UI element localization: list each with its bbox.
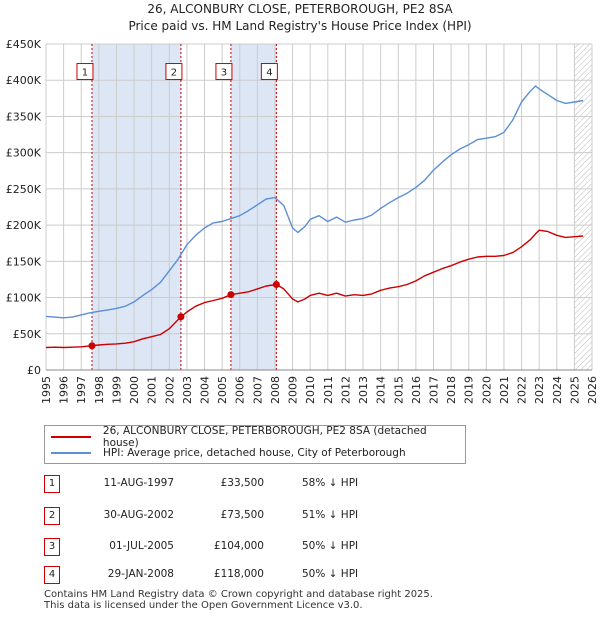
transaction-row: 4 29-JAN-2008 £118,000 50% ↓ HPI: [44, 565, 474, 585]
x-tick-label: 2024: [551, 376, 564, 404]
x-tick-label: 1997: [75, 376, 88, 404]
sale-number-label: 1: [82, 68, 88, 79]
legend-swatch-hpi: [51, 452, 91, 454]
series-line-property: [45, 229, 584, 349]
legend-item-property: 26, ALCONBURY CLOSE, PETERBOROUGH, PE2 8…: [51, 425, 465, 449]
x-tick-label: 2019: [463, 376, 476, 404]
legend-item-hpi: HPI: Average price, detached house, City…: [51, 445, 406, 461]
x-tick-label: 2023: [533, 376, 546, 404]
x-tick-label: 2004: [199, 376, 212, 404]
sale-number-box: [260, 63, 278, 81]
x-tick-label: 2002: [163, 376, 176, 404]
x-tick-label: 2011: [322, 376, 335, 404]
x-tick-label: 2000: [128, 376, 141, 404]
x-tick-label: 2006: [234, 376, 247, 404]
legend-swatch-property: [51, 436, 91, 438]
x-tick-label: 2012: [339, 376, 352, 404]
sale-number-label: 4: [266, 68, 272, 79]
sale-number-box: [215, 63, 233, 81]
transaction-row: 2 30-AUG-2002 £73,500 51% ↓ HPI: [44, 506, 474, 526]
sale-number-box: [165, 63, 183, 81]
price-chart: 1 2 3 4 £0 £50K £100K £150K £200K £250K £300K £350K…: [6, 38, 599, 404]
transaction-date: 29-JAN-2008: [107, 568, 174, 580]
transaction-row: 1 11-AUG-1997 £33,500 58% ↓ HPI: [44, 474, 474, 494]
y-tick-label: £0: [27, 364, 41, 377]
x-tick-label: 2001: [146, 376, 159, 404]
sale-number-box: [76, 63, 94, 81]
chart-legend: 26, ALCONBURY CLOSE, PETERBOROUGH, PE2 8…: [44, 425, 466, 464]
y-tick-label: £200K: [6, 219, 42, 232]
y-tick-label: £350K: [6, 110, 42, 123]
ownership-shade: [91, 44, 181, 370]
y-tick-label: £400K: [6, 74, 42, 87]
x-tick-label: 2005: [216, 376, 229, 404]
x-tick-label: 1996: [58, 376, 71, 404]
y-tick-label: £150K: [6, 255, 42, 268]
transaction-number-badge: 3: [44, 538, 60, 556]
x-tick-label: 2020: [480, 376, 493, 404]
x-tick-label: 2010: [304, 376, 317, 404]
transaction-hpi-diff: 50% ↓ HPI: [302, 568, 359, 580]
y-tick-label: £100K: [6, 292, 42, 305]
transaction-hpi-diff: 50% ↓ HPI: [302, 540, 359, 552]
y-tick-label: £450K: [6, 38, 42, 51]
sale-number-label: 3: [221, 68, 227, 79]
x-tick-label: 2009: [287, 376, 300, 404]
x-tick-label: 2008: [269, 376, 282, 404]
x-tick-label: 2013: [357, 376, 370, 404]
transaction-number-badge: 1: [44, 475, 60, 493]
transaction-date: 11-AUG-1997: [103, 477, 174, 489]
x-tick-label: 1998: [93, 376, 106, 404]
sale-point: [88, 342, 96, 350]
x-tick-label: 2022: [516, 376, 529, 404]
x-tick-label: 2016: [410, 376, 423, 404]
x-tick-label: 2015: [392, 376, 405, 404]
legend-label-hpi: HPI: Average price, detached house, City…: [103, 447, 406, 459]
x-tick-label: 2021: [498, 376, 511, 404]
x-tick-label: 2025: [568, 376, 581, 404]
footer-licence: This data is licensed under the Open Gov…: [44, 600, 363, 611]
sale-point: [177, 313, 185, 321]
chart-title: 26, ALCONBURY CLOSE, PETERBOROUGH, PE2 8…: [147, 2, 453, 16]
forecast-hatch: [574, 44, 592, 370]
sale-point: [272, 281, 280, 289]
sale-point: [227, 291, 235, 299]
transaction-price: £73,500: [220, 509, 264, 521]
x-tick-label: 2003: [181, 376, 194, 404]
y-tick-label: £300K: [6, 147, 42, 160]
sale-number-label: 2: [171, 68, 177, 79]
x-tick-label: 2014: [375, 376, 388, 404]
transaction-row: 3 01-JUL-2005 £104,000 50% ↓ HPI: [44, 537, 474, 557]
footer-copyright: Contains HM Land Registry data © Crown c…: [44, 589, 433, 600]
x-tick-label: 2018: [445, 376, 458, 404]
legend-label-property: 26, ALCONBURY CLOSE, PETERBOROUGH, PE2 8…: [102, 425, 427, 449]
transaction-hpi-diff: 51% ↓ HPI: [302, 509, 359, 521]
transaction-price: £33,500: [220, 477, 264, 489]
x-tick-label: 2026: [586, 376, 599, 404]
transaction-hpi-diff: 58% ↓ HPI: [302, 477, 359, 489]
chart-subtitle: Price paid vs. HM Land Registry's House …: [128, 19, 472, 33]
x-tick-label: 2017: [427, 376, 440, 404]
transaction-date: 30-AUG-2002: [103, 509, 174, 521]
y-tick-label: £250K: [6, 183, 42, 196]
y-tick-label: £50K: [13, 328, 42, 341]
series-line-hpi: [45, 85, 584, 319]
x-tick-label: 1999: [110, 376, 123, 404]
x-tick-label: 2007: [251, 376, 264, 404]
transaction-number-badge: 4: [44, 566, 60, 584]
transaction-date: 01-JUL-2005: [109, 540, 174, 552]
transaction-price: £104,000: [213, 540, 264, 552]
transaction-number-badge: 2: [44, 507, 60, 525]
x-tick-label: 1995: [40, 376, 53, 404]
transaction-price: £118,000: [213, 568, 264, 580]
